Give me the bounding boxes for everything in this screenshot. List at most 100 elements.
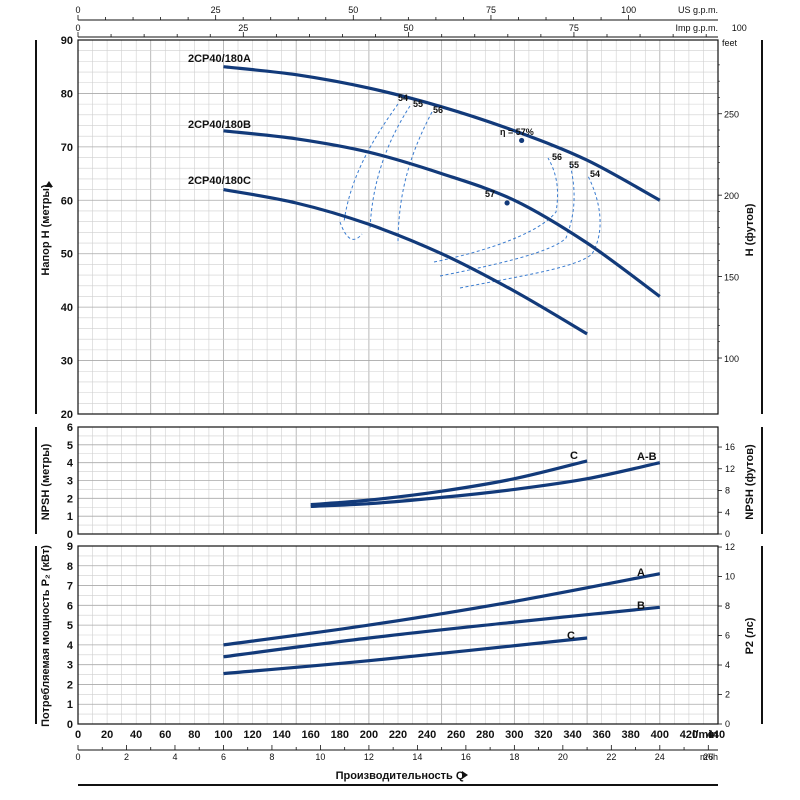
power-ytick-label: 2 xyxy=(67,679,73,691)
power-ytick-label: 7 xyxy=(67,581,73,593)
lmin-tick-label: 60 xyxy=(159,729,171,741)
head-ytick-label: 30 xyxy=(61,356,73,368)
power-ytick-label: 0 xyxy=(67,719,73,731)
head-curve-c xyxy=(223,188,588,336)
impgpm-tick-label: 0 xyxy=(75,23,80,33)
power-curve-c xyxy=(223,636,588,676)
power-panel-frame xyxy=(77,545,719,725)
npsh-ytick-label: 0 xyxy=(67,529,73,541)
efficiency-label: 55 xyxy=(569,160,579,170)
power-ylabel-right: P2 (лс) xyxy=(744,617,756,654)
head-curve-a-label: 2CP40/180A xyxy=(188,53,251,65)
m3h-tick-label: 12 xyxy=(364,752,374,762)
power-ytick-label: 5 xyxy=(67,620,73,632)
usgpm-tick-label: 50 xyxy=(348,5,358,15)
npsh-panel-frame xyxy=(77,426,719,535)
usgpm-tick-label: 25 xyxy=(211,5,221,15)
npsh-ytick-label: 5 xyxy=(67,440,73,452)
impgpm-tick-label: 25 xyxy=(238,23,248,33)
m3h-tick-label: 14 xyxy=(412,752,422,762)
lmin-tick-label: 300 xyxy=(505,729,523,741)
power-curve-a-label: A xyxy=(637,567,645,579)
lmin-tick-label: 260 xyxy=(447,729,465,741)
head-ytick-right-label: 150 xyxy=(724,273,739,283)
lmin-tick-label: 420 xyxy=(680,729,698,741)
lmin-tick-label: 160 xyxy=(302,729,320,741)
npsh-curve-c xyxy=(310,459,588,507)
lmin-tick-label: 40 xyxy=(130,729,142,741)
usgpm-tick-label: 0 xyxy=(75,5,80,15)
head-ylabel-left: Напор H (метры) xyxy=(40,184,52,275)
impgpm-tick-label: 50 xyxy=(404,23,414,33)
lmin-tick-label: 80 xyxy=(188,729,200,741)
lmin-tick-label: 340 xyxy=(563,729,581,741)
flow-axis-arrow xyxy=(462,771,468,779)
lmin-tick-label: 140 xyxy=(272,729,290,741)
head-ytick-right-label: 100 xyxy=(724,354,739,364)
power-ytick-label: 8 xyxy=(67,561,73,573)
head-ytick-label: 40 xyxy=(61,302,73,314)
npsh-ytick-label: 2 xyxy=(67,493,73,505)
power-curve-a xyxy=(223,572,661,647)
frame-layer xyxy=(35,15,763,786)
power-ytick-right-label: 2 xyxy=(725,690,730,700)
head-curve-b-label: 2CP40/180B xyxy=(188,119,251,131)
lmin-tick-label: 280 xyxy=(476,729,494,741)
flow-axis-title: Производительность Q xyxy=(336,770,465,782)
lmin-tick-label: 200 xyxy=(360,729,378,741)
efficiency-curves xyxy=(339,103,601,289)
lmin-tick-label: 20 xyxy=(101,729,113,741)
power-ytick-label: 3 xyxy=(67,660,73,672)
npsh-ytick-right-label: 16 xyxy=(725,442,735,452)
npsh-ytick-right-label: 0 xyxy=(725,529,730,539)
power-ytick-right-label: 6 xyxy=(725,631,730,641)
impgpm-unit-label: Imp g.p.m. xyxy=(675,23,718,33)
lmin-tick-label: 240 xyxy=(418,729,436,741)
lmin-tick-label: 400 xyxy=(651,729,669,741)
usgpm-unit-label: US g.p.m. xyxy=(678,5,718,15)
power-ytick-label: 1 xyxy=(67,699,73,711)
head-ylabel-arrow xyxy=(45,181,53,187)
m3h-tick-label: 2 xyxy=(124,752,129,762)
head-panel-frame xyxy=(77,39,719,415)
efficiency-point-marker xyxy=(519,137,525,144)
head-ytick-label: 90 xyxy=(61,35,73,47)
npsh-ytick-right-label: 8 xyxy=(725,486,730,496)
power-ytick-label: 9 xyxy=(67,541,73,553)
lmin-tick-label: 180 xyxy=(331,729,349,741)
m3h-tick-label: 22 xyxy=(606,752,616,762)
npsh-ytick-label: 6 xyxy=(67,422,73,434)
efficiency-iso-curve xyxy=(439,163,575,277)
lmin-tick-label: 380 xyxy=(622,729,640,741)
power-ytick-right-label: 0 xyxy=(725,719,730,729)
lmin-tick-label: 120 xyxy=(243,729,261,741)
impgpm-tick-label: 75 xyxy=(569,23,579,33)
usgpm-tick-label: 75 xyxy=(486,5,496,15)
series-layer xyxy=(223,65,661,676)
npsh-ytick-label: 1 xyxy=(67,511,73,523)
head-ylabel-right: H (футов) xyxy=(744,203,756,256)
m3h-tick-label: 4 xyxy=(172,752,177,762)
efficiency-point-marker xyxy=(504,200,510,206)
m3h-tick-label: 16 xyxy=(461,752,471,762)
efficiency-iso-curve xyxy=(459,175,601,289)
m3h-tick-label: 26 xyxy=(703,752,713,762)
power-ytick-right-label: 8 xyxy=(725,601,730,611)
head-ytick-label: 20 xyxy=(61,409,73,421)
npsh-ytick-label: 4 xyxy=(67,458,74,470)
power-curve-c-label: C xyxy=(567,630,575,642)
feet-unit-label: feet xyxy=(722,38,738,48)
efficiency-iso-curve xyxy=(343,103,399,223)
efficiency-label: 54 xyxy=(398,93,408,103)
usgpm-tick-label: 100 xyxy=(621,5,636,15)
lmin-tick-label: 360 xyxy=(592,729,610,741)
lmin-unit-label: l/min xyxy=(692,729,718,741)
power-ytick-right-label: 10 xyxy=(725,572,735,582)
power-ylabel-left: Потребляемая мощность P₂ (кВт) xyxy=(40,545,52,727)
lmin-tick-label: 320 xyxy=(534,729,552,741)
impgpm-tick-label: 100 xyxy=(732,23,747,33)
m3h-tick-label: 10 xyxy=(315,752,325,762)
npsh-ylabel-right: NPSH (футов) xyxy=(744,444,756,520)
